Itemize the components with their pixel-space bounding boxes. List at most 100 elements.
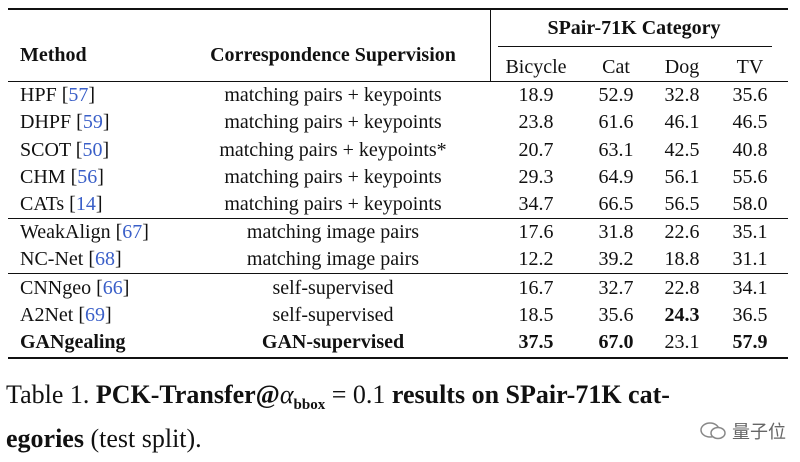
supervision-cell: matching pairs + keypoints* <box>219 139 447 161</box>
bracket: ] <box>142 221 149 243</box>
caption-label: Table 1. <box>6 380 90 409</box>
bracket: [ <box>78 304 85 326</box>
citation-link[interactable]: 57 <box>68 84 89 106</box>
supervision-cell: matching pairs + keypoints <box>224 166 442 188</box>
watermark-text: 量子位 <box>732 422 786 443</box>
header-cell: Method <box>20 44 87 66</box>
value-cell: 35.6 <box>598 304 634 326</box>
method-name: CATs <box>20 193 65 215</box>
group-separator <box>8 218 788 219</box>
value-cell: 18.5 <box>518 304 554 326</box>
method-name: GANgealing <box>20 331 126 353</box>
bracket: ] <box>97 166 104 188</box>
method-cell: CATs [14] <box>20 192 103 216</box>
value-cell: 42.5 <box>664 139 700 161</box>
caption-equation: = 0.1 <box>331 380 386 409</box>
bracket: ] <box>122 277 130 299</box>
value-cell: 40.8 <box>732 139 768 161</box>
value-cell: 18.9 <box>518 84 554 106</box>
bracket: ] <box>95 193 103 215</box>
bracket: [ <box>76 111 83 133</box>
method-name: WeakAlign <box>20 221 111 243</box>
value-cell: 67.0 <box>598 331 634 353</box>
value-cell: 16.7 <box>518 277 554 299</box>
bracket: [ <box>75 139 83 161</box>
value-cell: 32.8 <box>664 84 700 106</box>
top-rule <box>8 8 788 10</box>
bracket: [ <box>70 166 78 188</box>
value-cell: 32.7 <box>598 277 634 299</box>
citation-link[interactable]: 66 <box>102 277 123 299</box>
bracket: [ <box>61 84 69 106</box>
supervision-cell: matching pairs + keypoints <box>224 193 442 215</box>
value-cell: 39.2 <box>598 248 634 270</box>
value-cell: 24.3 <box>664 304 700 326</box>
value-cell: 20.7 <box>518 139 554 161</box>
bracket: ] <box>115 248 122 270</box>
value-cell: 29.3 <box>518 166 554 188</box>
citation-link[interactable]: 69 <box>85 304 105 326</box>
method-name: SCOT <box>20 139 71 161</box>
value-cell: 36.5 <box>732 304 768 326</box>
supervision-cell: matching pairs + keypoints <box>224 84 442 106</box>
caption-bold: PCK-Transfer@ <box>95 380 280 409</box>
citation-link[interactable]: 67 <box>122 221 143 243</box>
bracket: ] <box>105 304 112 326</box>
value-cell: 56.1 <box>664 166 700 188</box>
caption: Table 1. PCK-Transfer@αbbox = 0.1 result… <box>6 378 796 456</box>
citation-link[interactable]: 56 <box>77 166 98 188</box>
value-cell: 12.2 <box>518 248 554 270</box>
method-name: HPF <box>20 84 57 106</box>
bracket: [ <box>115 221 123 243</box>
value-cell: 37.5 <box>518 331 554 353</box>
value-cell: 22.6 <box>664 221 700 243</box>
method-name: DHPF <box>20 111 72 133</box>
citation-link[interactable]: 50 <box>82 139 103 161</box>
supervision-cell: matching image pairs <box>246 221 420 243</box>
method-cell: SCOT [50] <box>20 138 109 162</box>
method-cell: HPF [57] <box>20 83 95 107</box>
value-cell: 17.6 <box>518 221 554 243</box>
method-cell: DHPF [59] <box>20 110 109 134</box>
citation-link[interactable]: 68 <box>95 248 115 270</box>
caption-symbol: α <box>279 380 294 409</box>
method-cell: GANgealing <box>20 330 126 354</box>
value-cell: 34.1 <box>732 277 768 299</box>
value-cell: 46.5 <box>732 111 768 133</box>
citation-link[interactable]: 59 <box>82 111 103 133</box>
method-name: NC-Net <box>20 248 84 270</box>
bracket: ] <box>88 84 96 106</box>
value-cell: 22.8 <box>664 277 700 299</box>
value-cell: 34.7 <box>518 193 554 215</box>
column-header: Cat <box>602 56 630 78</box>
value-cell: 18.8 <box>664 248 700 270</box>
value-cell: 64.9 <box>598 166 634 188</box>
value-cell: 61.6 <box>598 111 634 133</box>
caption-text: (test split). <box>90 424 202 454</box>
value-cell: 63.1 <box>598 139 634 161</box>
value-cell: 52.9 <box>598 84 634 106</box>
bracket: ] <box>102 111 110 133</box>
value-cell: 58.0 <box>732 193 768 215</box>
bracket: [ <box>69 193 76 215</box>
method-cell: A2Net [69] <box>20 303 112 327</box>
column-header: Dog <box>664 56 700 78</box>
method-cell: CHM [56] <box>20 165 104 189</box>
value-cell: 35.6 <box>732 84 768 106</box>
bracket: [ <box>96 277 103 299</box>
method-name: A2Net <box>20 304 74 326</box>
value-cell: 35.1 <box>732 221 768 243</box>
citation-link[interactable]: 14 <box>75 193 96 215</box>
value-cell: 31.8 <box>598 221 634 243</box>
value-cell: 23.1 <box>664 331 700 353</box>
header-cell: Correspondence Supervision <box>210 44 456 66</box>
value-cell: 23.8 <box>518 111 554 133</box>
column-header: TV <box>736 56 764 78</box>
header-group: SPair-71K Category <box>547 17 721 39</box>
header-divider <box>490 9 491 82</box>
supervision-cell: matching image pairs <box>246 248 420 270</box>
value-cell: 55.6 <box>732 166 768 188</box>
method-cell: CNNgeo [66] <box>20 276 129 300</box>
value-cell: 66.5 <box>598 193 634 215</box>
